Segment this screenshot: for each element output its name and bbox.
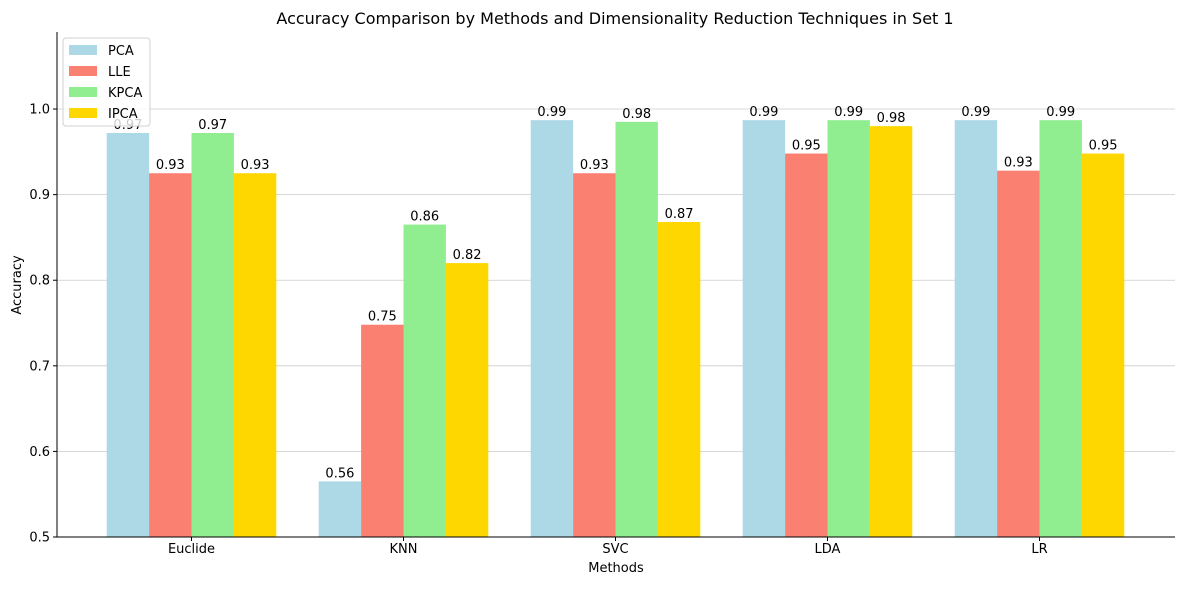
y-tick-label: 0.7 <box>29 359 50 374</box>
legend: PCA LLE KPCA IPCA <box>62 37 151 127</box>
data-label: 0.86 <box>410 210 439 225</box>
legend-box <box>62 37 151 127</box>
legend-label-ipca: IPCA <box>108 107 138 122</box>
data-label: 0.98 <box>622 107 651 122</box>
data-label: 0.97 <box>198 118 227 133</box>
bar-kpca-svc <box>615 121 658 538</box>
data-label: 0.75 <box>368 310 397 325</box>
legend-label-kpca: KPCA <box>108 86 142 101</box>
x-tick-label: LDA <box>815 542 841 557</box>
bar-ipca-lr <box>1081 153 1125 538</box>
bar-ipca-euclide <box>233 173 277 537</box>
y-tick-label: 0.6 <box>29 445 50 460</box>
bar-lle-euclide <box>149 173 192 537</box>
bar-pca-svc <box>530 120 574 538</box>
bar-pca-lr <box>954 120 998 538</box>
data-label: 0.56 <box>325 466 354 481</box>
legend-swatch-lle <box>69 66 97 76</box>
bar-lle-knn <box>361 324 404 537</box>
data-label: 0.93 <box>241 158 270 173</box>
x-tick-label: KNN <box>390 542 418 557</box>
data-labels-layer: 0.970.930.970.930.560.750.860.820.990.93… <box>113 105 1117 481</box>
data-label: 0.99 <box>961 105 990 120</box>
y-tick-label: 0.9 <box>29 188 50 203</box>
legend-label-pca: PCA <box>108 44 134 59</box>
bar-kpca-lda <box>827 120 870 538</box>
data-label: 0.99 <box>1046 105 1075 120</box>
data-label: 0.87 <box>665 207 694 222</box>
data-label: 0.99 <box>537 105 566 120</box>
data-label: 0.93 <box>1004 156 1033 171</box>
data-label: 0.98 <box>877 111 906 126</box>
data-label: 0.93 <box>156 158 185 173</box>
bar-kpca-euclide <box>191 133 234 537</box>
bar-pca-lda <box>742 120 786 538</box>
bar-ipca-svc <box>657 222 701 537</box>
x-tick-label: Euclide <box>168 542 215 557</box>
axes-layer: 0.5 0.6 0.7 0.8 0.9 1.0 Euclide KNN SVC LDA LR <box>29 32 1175 557</box>
y-tick-label: 0.5 <box>29 531 50 546</box>
chart-title: Accuracy Comparison by Methods and Dimen… <box>276 9 953 28</box>
x-axis-label: Methods <box>588 561 644 576</box>
bar-lle-svc <box>573 173 616 537</box>
bar-lle-lr <box>997 170 1040 537</box>
data-label: 0.99 <box>749 105 778 120</box>
legend-swatch-kpca <box>69 87 97 97</box>
bars-layer <box>106 120 1125 538</box>
legend-swatch-ipca <box>69 108 97 118</box>
bar-kpca-knn <box>403 224 446 537</box>
legend-label-lle: LLE <box>108 65 131 80</box>
data-label: 0.82 <box>453 248 482 263</box>
x-tick-label: LR <box>1031 542 1047 557</box>
y-tick-label: 0.8 <box>29 274 50 289</box>
bar-ipca-lda <box>869 126 913 538</box>
bar-kpca-lr <box>1039 120 1082 538</box>
bar-pca-knn <box>318 481 362 537</box>
data-label: 0.95 <box>792 139 821 154</box>
y-axis-label: Accuracy <box>10 255 25 315</box>
data-label: 0.95 <box>1089 139 1118 154</box>
data-label: 0.93 <box>580 158 609 173</box>
legend-swatch-pca <box>69 45 97 55</box>
data-label: 0.99 <box>834 105 863 120</box>
y-tick-label: 1.0 <box>29 103 50 118</box>
bar-pca-euclide <box>106 133 150 537</box>
x-tick-label: SVC <box>602 542 628 557</box>
bar-lle-lda <box>785 153 828 538</box>
bar-ipca-knn <box>445 263 489 537</box>
